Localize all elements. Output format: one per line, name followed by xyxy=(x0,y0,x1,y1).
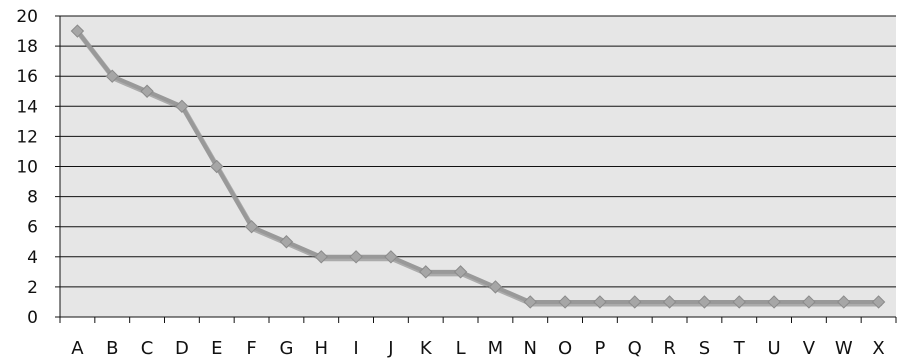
data-point-M xyxy=(488,280,503,294)
x-tick-label: O xyxy=(558,338,572,359)
data-point-P xyxy=(593,295,607,309)
data-point-A xyxy=(70,24,85,38)
x-tick-label: J xyxy=(387,338,393,359)
x-tick-label: U xyxy=(767,338,780,359)
x-tick-label: Q xyxy=(628,338,642,359)
x-tick-label: R xyxy=(663,338,676,359)
data-point-G xyxy=(279,235,294,249)
data-point-B xyxy=(105,69,119,83)
data-point-C xyxy=(140,84,154,98)
y-tick-label: 16 xyxy=(16,67,38,87)
x-tick-label: I xyxy=(353,338,358,359)
data-point-D xyxy=(175,99,189,114)
data-point-O xyxy=(558,295,572,309)
x-tick-label: L xyxy=(456,338,466,359)
data-point-R xyxy=(662,295,677,309)
data-point-T xyxy=(732,295,746,309)
x-tick-label: S xyxy=(699,338,710,359)
data-point-E xyxy=(210,159,224,174)
y-tick-label: 0 xyxy=(27,308,38,328)
y-tick-label: 18 xyxy=(16,37,38,57)
y-tick-label: 8 xyxy=(27,188,38,208)
y-tick-label: 2 xyxy=(27,278,38,298)
series xyxy=(70,24,886,309)
x-tick-label: T xyxy=(733,338,746,359)
data-point-K xyxy=(419,265,433,279)
x-tick-label: E xyxy=(211,338,222,359)
data-point-S xyxy=(697,295,712,309)
x-tick-label: H xyxy=(314,338,328,359)
y-tick-labels: 0 2 4 6 8 10 12 14 16 18 20 xyxy=(16,7,38,328)
data-point-Q xyxy=(628,295,642,309)
y-tick-label: 12 xyxy=(16,127,38,147)
data-point-N xyxy=(523,295,537,309)
x-tick-label: V xyxy=(803,338,816,359)
data-point-U xyxy=(767,295,781,309)
y-tick-label: 14 xyxy=(16,97,38,117)
y-tick-label: 20 xyxy=(16,7,38,27)
axes xyxy=(55,15,897,323)
x-tick-label: W xyxy=(835,338,853,359)
x-tick-label: D xyxy=(175,338,189,359)
x-tick-label: B xyxy=(106,338,118,359)
x-tick-label: C xyxy=(141,338,154,359)
x-tick-label: P xyxy=(594,338,605,359)
x-tick-label: N xyxy=(524,338,537,359)
data-point-V xyxy=(802,295,816,309)
y-tick-label: 10 xyxy=(16,158,38,178)
data-point-W xyxy=(837,295,851,309)
data-point-L xyxy=(453,265,468,279)
data-point-X xyxy=(871,295,886,309)
data-point-H xyxy=(314,250,328,264)
x-tick-label: G xyxy=(279,338,293,359)
x-tick-label: K xyxy=(420,338,433,359)
x-tick-label: M xyxy=(488,338,504,359)
data-point-I xyxy=(349,250,363,264)
y-tick-label: 6 xyxy=(27,218,38,238)
data-point-J xyxy=(384,250,398,264)
x-tick-label: F xyxy=(246,338,256,359)
y-gridlines xyxy=(60,15,896,288)
x-tick-label: A xyxy=(71,338,84,359)
y-tick-label: 4 xyxy=(27,248,38,268)
x-tick-label: X xyxy=(872,338,884,359)
data-point-F xyxy=(244,219,259,234)
